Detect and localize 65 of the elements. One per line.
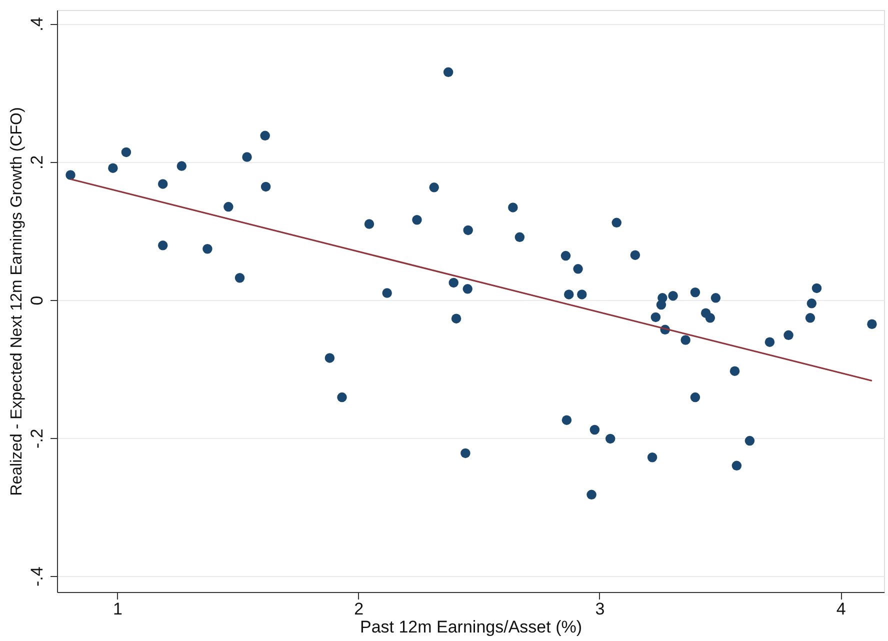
point (382, 288, 392, 298)
point (668, 290, 678, 301)
point (462, 284, 472, 294)
point (158, 240, 168, 250)
point (710, 293, 721, 303)
point (234, 273, 245, 283)
y-tick-label: -.4 (28, 566, 46, 587)
point (612, 218, 622, 228)
point (647, 452, 658, 462)
point (463, 225, 473, 236)
point (176, 161, 187, 171)
point (451, 314, 462, 324)
point (108, 163, 118, 173)
point (260, 130, 270, 141)
x-axis-title: Past 12m Earnings/Asset (%) (360, 618, 582, 636)
point (508, 202, 518, 212)
point (562, 415, 572, 425)
point (586, 490, 596, 500)
point (705, 313, 716, 323)
x-tick-label: 3 (595, 600, 605, 618)
point (806, 298, 817, 308)
point (412, 215, 422, 225)
point (337, 392, 347, 402)
point (121, 147, 132, 158)
x-tick-label: 4 (836, 600, 846, 618)
point (867, 319, 877, 329)
point (812, 283, 822, 294)
point (656, 300, 666, 310)
point (564, 290, 574, 300)
point (690, 288, 700, 298)
y-tick-label: .2 (28, 155, 46, 170)
point (744, 436, 755, 446)
point (460, 448, 470, 458)
point (764, 337, 775, 347)
point (560, 250, 571, 261)
y-tick-label: .4 (28, 17, 46, 32)
point (448, 278, 458, 288)
point (732, 460, 742, 471)
point (429, 182, 439, 192)
point (730, 366, 740, 376)
point (364, 219, 374, 229)
y-tick-label: -.2 (28, 428, 46, 448)
point (784, 330, 794, 340)
point (805, 313, 816, 323)
point (158, 179, 168, 189)
point (443, 67, 454, 77)
point (577, 290, 587, 300)
point (224, 202, 234, 212)
point (202, 244, 212, 254)
point (573, 264, 583, 274)
point (690, 392, 700, 402)
point (514, 232, 525, 242)
x-tick-label: 2 (354, 600, 364, 618)
point (680, 335, 690, 345)
y-axis-title: Realized - Expected Next 12m Earnings Growth (CFO) (8, 107, 26, 496)
point (630, 250, 640, 260)
point (66, 170, 76, 180)
point (590, 424, 600, 435)
point (324, 353, 335, 363)
point (605, 434, 616, 444)
point (260, 182, 271, 192)
y-tick-label: 0 (28, 296, 46, 306)
x-tick-label: 1 (113, 600, 123, 618)
point (242, 152, 252, 162)
point (650, 312, 661, 322)
